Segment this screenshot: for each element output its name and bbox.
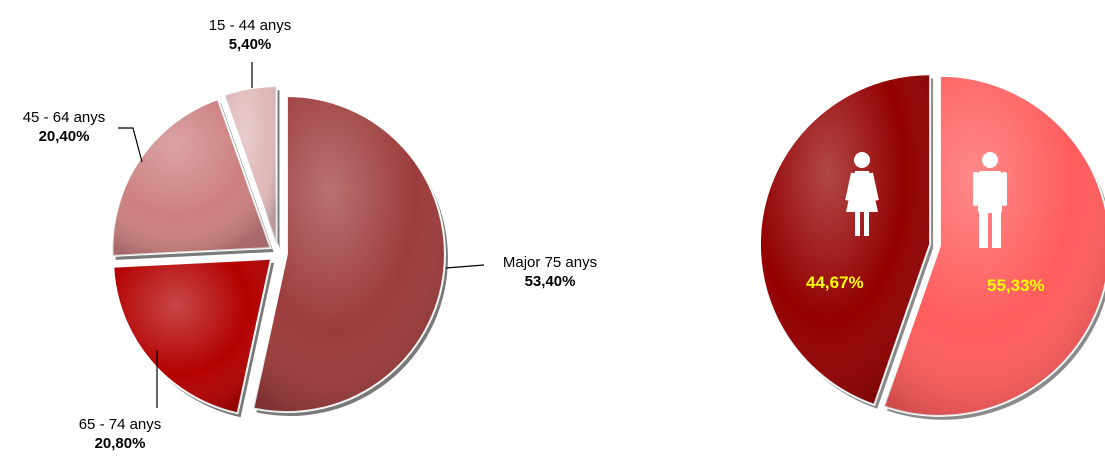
man-icon xyxy=(973,152,1007,248)
leader-45-64 xyxy=(118,127,143,163)
leader-major-75 xyxy=(445,264,485,269)
slice-45-64-gloss xyxy=(112,99,271,256)
slice-65-74-gloss xyxy=(113,258,272,414)
age-pie-chart xyxy=(111,62,485,418)
label-65-74-value: 20,80% xyxy=(94,435,146,452)
label-65-74: 65 - 74 anys 20,80% xyxy=(60,415,180,453)
men-percent: 55,33% xyxy=(987,276,1045,295)
slice-major-75-gloss xyxy=(253,96,445,412)
women-percent: 44,67% xyxy=(806,273,864,292)
label-15-44: 15 - 44 anys 5,40% xyxy=(190,16,310,54)
slice-women-gloss xyxy=(759,74,931,405)
woman-icon xyxy=(845,152,879,236)
gender-pie-chart xyxy=(758,73,1105,420)
label-15-44-value: 5,40% xyxy=(228,36,272,53)
label-65-74-name: 65 - 74 anys xyxy=(78,416,162,433)
label-major-75-name: Major 75 anys xyxy=(502,254,598,271)
label-major-75: Major 75 anys 53,40% xyxy=(480,253,620,291)
label-45-64-name: 45 - 64 anys xyxy=(22,109,106,126)
label-15-44-name: 15 - 44 anys xyxy=(208,17,292,34)
label-45-64-value: 20,40% xyxy=(38,128,90,145)
slice-15-44-gloss xyxy=(223,86,277,245)
label-major-75-value: 53,40% xyxy=(524,273,576,290)
label-45-64: 45 - 64 anys 20,40% xyxy=(4,108,124,146)
